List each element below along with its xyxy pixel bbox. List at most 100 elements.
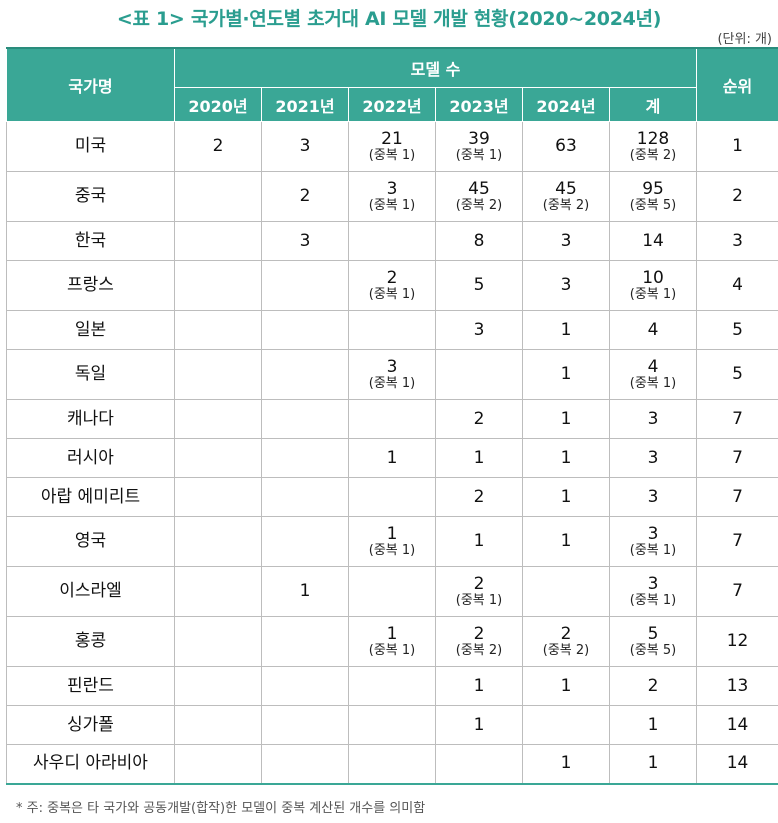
count-value: 1 [473, 714, 485, 735]
rank-cell: 14 [696, 744, 778, 785]
count-value: 5 [647, 623, 659, 644]
table-row: 싱가폴 1 1 14 [6, 705, 778, 745]
count-value: 3 [560, 275, 572, 295]
table-row: 이스라엘 1 2 (중복 1) 3 (중복 1) 7 [6, 566, 778, 617]
year-cell [261, 477, 349, 517]
count-value: 5 [473, 275, 485, 295]
year-cell: 1 [522, 349, 610, 400]
duplicate-note: (중복 1) [368, 147, 416, 163]
header-row-1: 국가명 모델 수 순위 [6, 47, 778, 122]
total-cell: 128 (중복 2) [608, 121, 698, 172]
year-cell [348, 666, 436, 706]
country-name: 일본 [6, 310, 175, 350]
total-cell: 4 (중복 1) [608, 349, 698, 400]
year-cell: 1 [522, 744, 610, 785]
total-cell: 95 (중복 5) [608, 171, 698, 222]
year-cell [435, 744, 523, 785]
country-name: 캐나다 [6, 399, 175, 439]
duplicate-note: (중복 1) [368, 542, 416, 558]
year-cell: 45 (중복 2) [522, 171, 610, 222]
count-value: 2 [473, 573, 485, 594]
country-name: 핀란드 [6, 666, 175, 706]
header-year: 2020년 [174, 87, 262, 122]
count-value: 1 [647, 714, 659, 735]
rank-cell: 7 [696, 438, 778, 478]
year-cell [261, 616, 349, 667]
count-value: 3 [386, 356, 398, 377]
country-name: 독일 [6, 349, 175, 400]
year-cell [261, 310, 349, 350]
year-cell: 3 (중복 1) [348, 171, 436, 222]
year-cell [348, 744, 436, 785]
count-value: 1 [560, 319, 572, 340]
count-value: 63 [555, 136, 577, 156]
year-cell: 1 [522, 438, 610, 478]
year-cell: 1 [522, 399, 610, 439]
total-cell: 1 [608, 705, 698, 745]
year-cell [174, 516, 262, 567]
year-cell: 2 (중복 2) [435, 616, 523, 667]
country-name: 프랑스 [6, 260, 175, 311]
year-cell [348, 566, 436, 617]
total-cell: 3 [608, 477, 698, 517]
total-cell: 1 [608, 744, 698, 785]
country-name: 러시아 [6, 438, 175, 478]
duplicate-note: (중복 2) [455, 642, 503, 658]
year-cell: 1 [435, 516, 523, 567]
year-cell: 2 [174, 121, 262, 172]
year-cell [261, 260, 349, 311]
country-name: 아랍 에미리트 [6, 477, 175, 517]
year-cell: 2 (중복 1) [348, 260, 436, 311]
count-value: 2 [473, 623, 485, 644]
count-value: 1 [560, 675, 572, 696]
header-year: 2024년 [522, 87, 610, 122]
rank-cell: 5 [696, 349, 778, 400]
year-cell [261, 744, 349, 785]
year-cell [261, 705, 349, 745]
count-value: 3 [560, 230, 572, 251]
count-value: 1 [386, 523, 398, 544]
year-cell: 1 [435, 438, 523, 478]
year-cell: 1 [435, 666, 523, 706]
year-cell: 3 (중복 1) [348, 349, 436, 400]
count-value: 3 [299, 136, 311, 156]
count-value: 1 [560, 753, 572, 774]
duplicate-note: (중복 1) [455, 147, 503, 163]
year-cell [174, 744, 262, 785]
year-cell: 1 (중복 1) [348, 516, 436, 567]
year-cell [174, 477, 262, 517]
duplicate-note: (중복 1) [629, 592, 677, 608]
count-value: 1 [386, 447, 398, 468]
total-cell: 3 (중복 1) [608, 516, 698, 567]
total-cell: 3 [608, 399, 698, 439]
year-cell [522, 705, 610, 745]
table-row: 사우디 아라비아 1 1 14 [6, 744, 778, 785]
count-value: 14 [642, 230, 664, 251]
country-name: 중국 [6, 171, 175, 222]
year-cell [261, 399, 349, 439]
rank-cell: 7 [696, 477, 778, 517]
count-value: 1 [647, 753, 659, 774]
year-cell: 3 [522, 260, 610, 311]
year-cell [348, 221, 436, 261]
total-cell: 5 (중복 5) [608, 616, 698, 667]
year-cell: 8 [435, 221, 523, 261]
header-country: 국가명 [6, 47, 175, 122]
total-cell: 2 [608, 666, 698, 706]
year-cell: 1 [522, 310, 610, 350]
year-cell: 3 [261, 221, 349, 261]
count-value: 3 [647, 486, 659, 507]
year-cell [261, 438, 349, 478]
rank-cell: 7 [696, 516, 778, 567]
rank-cell: 7 [696, 566, 778, 617]
count-value: 2 [647, 675, 659, 696]
year-cell: 5 [435, 260, 523, 311]
duplicate-note: (중복 1) [629, 375, 677, 391]
header-year: 2023년 [435, 87, 523, 122]
table-row: 한국 3 8 3 14 3 [6, 221, 778, 261]
country-name: 영국 [6, 516, 175, 567]
year-cell: 21 (중복 1) [348, 121, 436, 172]
table-row: 프랑스 2 (중복 1) 5 3 10 (중복 1) 4 [6, 260, 778, 311]
count-value: 2 [560, 623, 572, 644]
header-rank: 순위 [696, 47, 778, 122]
